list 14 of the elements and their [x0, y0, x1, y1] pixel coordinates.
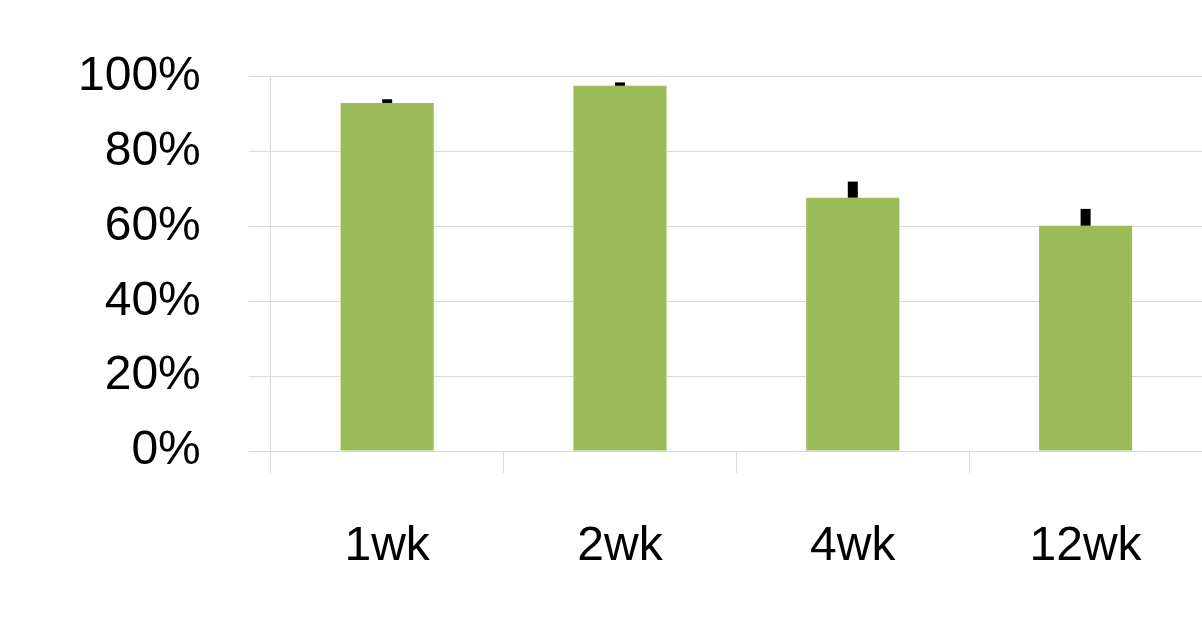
bar [573, 85, 667, 451]
bar [806, 197, 900, 451]
bar [1039, 225, 1133, 451]
x-tick-label: 2wk [577, 517, 664, 571]
y-tick-label: 100% [78, 47, 201, 101]
y-tick-label: 40% [104, 271, 201, 325]
x-tick-label: 4wk [810, 517, 897, 571]
x-tick-label: 12wk [1029, 517, 1143, 571]
y-tick-label: 80% [104, 121, 201, 175]
y-tick-label: 20% [104, 346, 201, 400]
y-tick-label: 0% [131, 421, 201, 475]
bar [340, 102, 434, 451]
y-tick-label: 60% [104, 196, 201, 250]
x-tick-label: 1wk [344, 517, 431, 571]
